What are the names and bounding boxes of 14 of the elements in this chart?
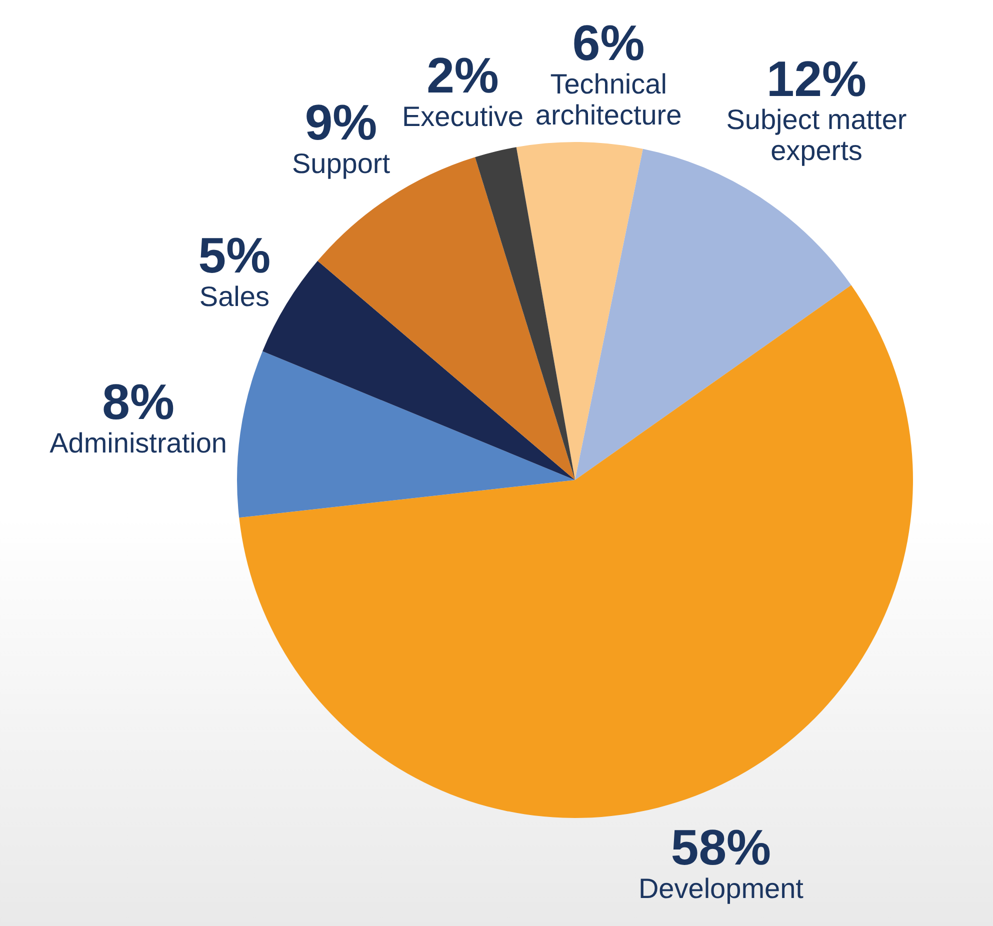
data-label: 58% bbox=[670, 819, 771, 876]
data-label: 8% bbox=[102, 374, 174, 430]
data-label: 5% bbox=[198, 227, 271, 284]
data-label: 12% bbox=[766, 50, 867, 107]
data-label: 6% bbox=[572, 14, 645, 71]
slice-label: Technical architecture bbox=[535, 68, 682, 130]
data-label: 9% bbox=[304, 94, 378, 151]
slice-label: Sales bbox=[199, 280, 270, 312]
slice-label: Subject matter experts bbox=[726, 104, 907, 166]
slice-label: Support bbox=[292, 148, 390, 180]
slice-label: Executive bbox=[402, 100, 524, 132]
slice-label: Development bbox=[638, 872, 804, 904]
data-label: 2% bbox=[426, 47, 499, 104]
slice-label: Administration bbox=[50, 427, 227, 458]
